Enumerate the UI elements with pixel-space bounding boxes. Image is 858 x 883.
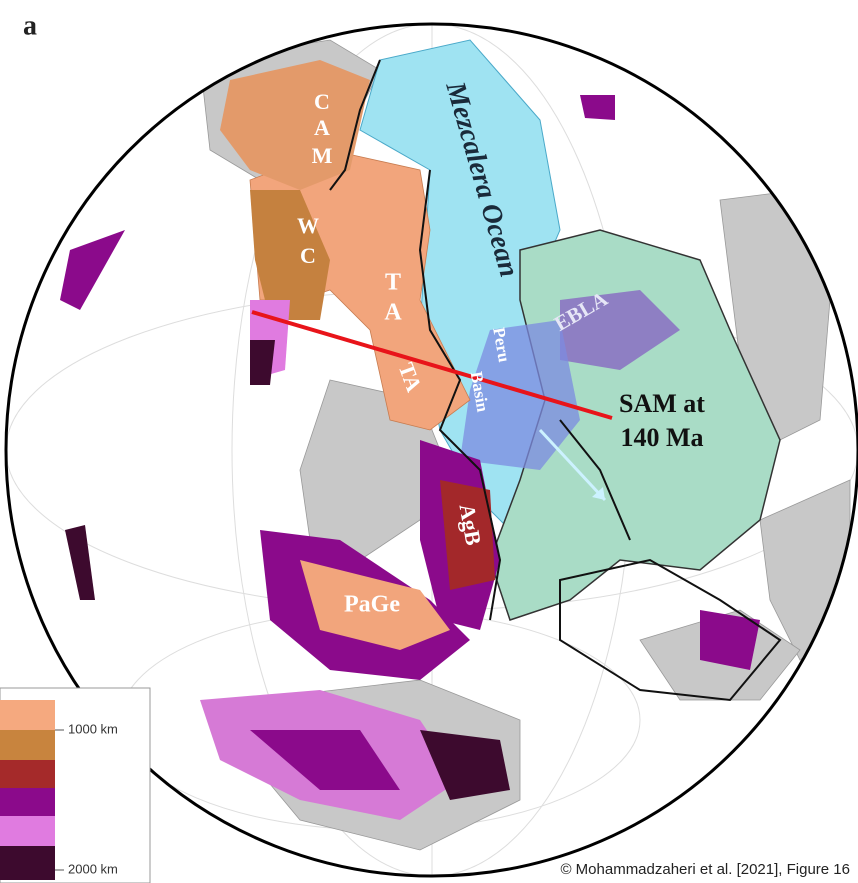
map-label: T (385, 270, 401, 296)
map-label: C (300, 243, 316, 268)
map-label: A (314, 115, 330, 140)
legend-swatch (0, 846, 55, 880)
legend-swatch (0, 816, 55, 846)
map-label: M (312, 143, 333, 168)
legend-swatch (0, 760, 55, 788)
motion-arrow (538, 428, 607, 502)
map-label: SAM at (619, 389, 705, 418)
map-label: C (314, 89, 330, 114)
legend-swatch (0, 730, 55, 760)
legend-label: 2000 km (68, 861, 118, 876)
cam-block (220, 60, 370, 190)
peru-basin (460, 320, 580, 470)
ebla-block (560, 290, 680, 370)
profile-line (251, 310, 613, 420)
boundaries (329, 59, 782, 702)
map-label: 140 Ma (620, 423, 703, 452)
panel-label: a (23, 10, 37, 41)
legend-label: 1000 km (68, 721, 118, 736)
map-label: W (297, 213, 319, 238)
motion-arrow-head (592, 487, 605, 500)
legend-swatch (0, 700, 55, 730)
wc-block (250, 190, 330, 320)
credit: © Mohammadzaheri et al. [2021], Figure 1… (560, 861, 850, 878)
legend-swatch (0, 788, 55, 816)
legend: 1000 km 2000 km (0, 687, 151, 883)
globe-content (6, 24, 858, 876)
map-label: PaGe (344, 592, 400, 618)
globe-outline (4, 22, 858, 878)
map-label: A (384, 300, 402, 326)
